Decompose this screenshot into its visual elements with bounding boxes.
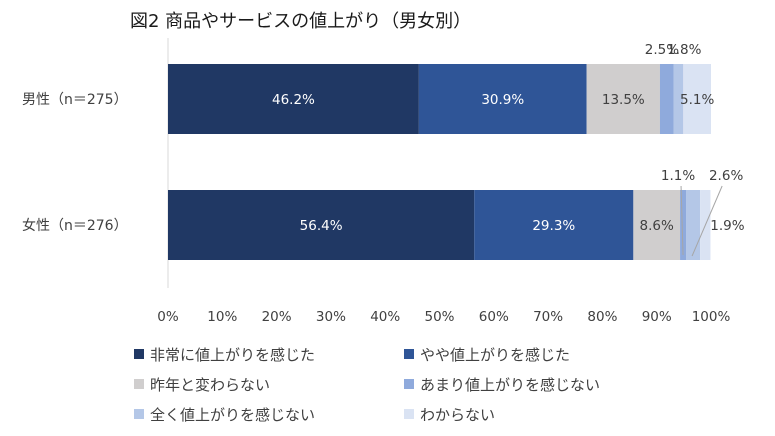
leader-line [680, 185, 684, 256]
data-label: 2.6% [709, 168, 743, 184]
chart-title: 図2 商品やサービスの値上がり（男女別） [130, 11, 471, 32]
legend-swatch [404, 349, 414, 359]
data-label: 13.5% [602, 92, 645, 108]
data-label: 1.8% [667, 42, 701, 58]
legend-label: 昨年と変わらない [150, 376, 270, 394]
x-tick-label: 30% [316, 309, 346, 325]
legend-label: あまり値上がりを感じない [420, 376, 600, 394]
legend-swatch [404, 379, 414, 389]
bar-segment [673, 64, 684, 134]
leader-line [691, 185, 723, 257]
x-tick-label: 70% [533, 309, 563, 325]
x-tick-label: 10% [207, 309, 237, 325]
bar-segment [586, 64, 660, 134]
bar-segment [168, 190, 475, 260]
x-tick-label: 50% [424, 309, 454, 325]
x-tick-label: 40% [370, 309, 400, 325]
data-label: 29.3% [532, 218, 575, 234]
legend-swatch [134, 379, 144, 389]
data-label: 1.9% [710, 218, 744, 234]
x-tick-label: 20% [262, 309, 292, 325]
legend-label: わからない [420, 406, 495, 424]
legend-label: 非常に値上がりを感じた [150, 346, 315, 364]
bar-segment [683, 64, 711, 134]
data-label: 1.1% [661, 168, 695, 184]
bar-segment [680, 190, 687, 260]
legend-swatch [134, 409, 144, 419]
bar-segment [168, 64, 419, 134]
bar-segment [659, 64, 674, 134]
data-label: 46.2% [272, 92, 315, 108]
bar-segment [418, 64, 587, 134]
bar-segment [633, 190, 681, 260]
x-tick-label: 0% [157, 309, 179, 325]
legend-label: やや値上がりを感じた [420, 346, 570, 364]
data-label: 5.1% [680, 92, 714, 108]
legend-label: 全く値上がりを感じない [150, 406, 315, 424]
legend-swatch [404, 409, 414, 419]
x-tick-label: 60% [479, 309, 509, 325]
x-tick-label: 90% [642, 309, 672, 325]
category-label: 男性（n＝275） [22, 92, 128, 108]
data-label: 2.5% [645, 42, 679, 58]
bar-segment [686, 190, 701, 260]
data-label: 56.4% [300, 218, 343, 234]
x-tick-label: 80% [587, 309, 617, 325]
legend-swatch [134, 349, 144, 359]
x-tick-label: 100% [692, 309, 731, 325]
category-label: 女性（n＝276） [22, 217, 128, 234]
bar-segment [474, 190, 634, 260]
data-label: 8.6% [640, 218, 674, 234]
data-label: 30.9% [481, 92, 524, 108]
